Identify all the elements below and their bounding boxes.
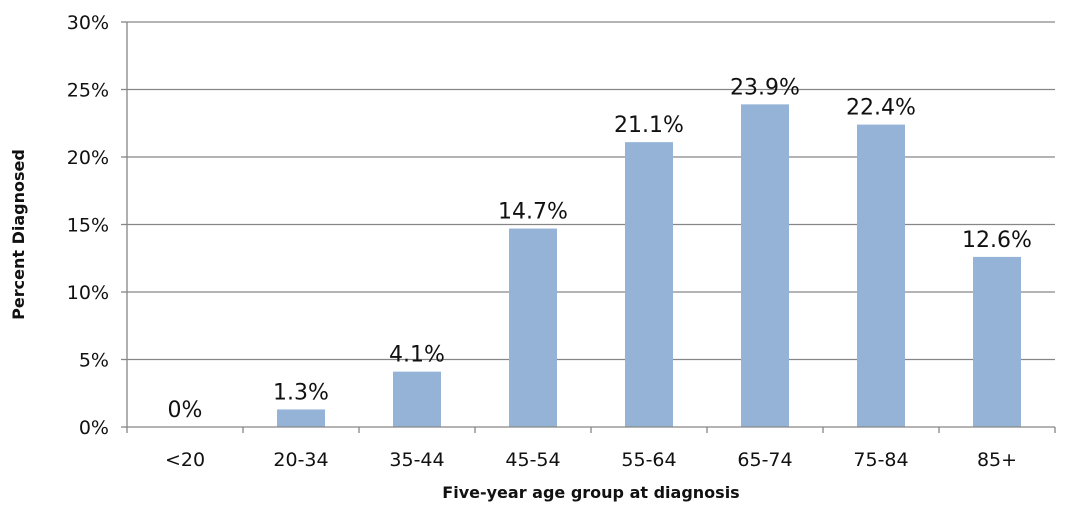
x-tick-label-1: 20-34 bbox=[273, 449, 328, 471]
x-tick-label-6: 75-84 bbox=[853, 449, 908, 471]
data-label-7: 12.6% bbox=[962, 228, 1032, 253]
bar-3 bbox=[509, 228, 557, 427]
bar-1 bbox=[277, 409, 325, 427]
y-tick-label: 15% bbox=[67, 215, 109, 237]
x-tick-label-3: 45-54 bbox=[505, 449, 560, 471]
x-tick-label-7: 85+ bbox=[977, 449, 1017, 471]
y-tick-label: 5% bbox=[79, 350, 109, 372]
y-tick-label: 25% bbox=[67, 80, 109, 102]
bar-7 bbox=[973, 256, 1021, 427]
data-label-2: 4.1% bbox=[389, 343, 445, 368]
bar-2 bbox=[393, 371, 441, 427]
y-tick-labels: 0% 5% 10% 15% 20% 25% 30% bbox=[67, 12, 109, 439]
axes bbox=[121, 21, 1056, 433]
data-label-3: 14.7% bbox=[498, 200, 568, 225]
y-tick-label: 10% bbox=[67, 282, 109, 304]
bars bbox=[277, 104, 1021, 427]
y-axis-title: Percent Diagnosed bbox=[9, 149, 28, 320]
x-tick-label-4: 55-64 bbox=[621, 449, 676, 471]
data-label-4: 21.1% bbox=[614, 113, 684, 138]
x-tick-label-2: 35-44 bbox=[389, 449, 444, 471]
y-tick-label: 20% bbox=[67, 147, 109, 169]
x-tick-label-0: <20 bbox=[165, 449, 205, 471]
data-label-1: 1.3% bbox=[273, 380, 329, 405]
x-tick-label-5: 65-74 bbox=[737, 449, 792, 471]
data-label-5: 23.9% bbox=[730, 75, 800, 100]
x-tick-labels: <20 20-34 35-44 45-54 55-64 65-74 75-84 85+ bbox=[165, 449, 1017, 471]
x-axis-title: Five-year age group at diagnosis bbox=[442, 483, 739, 502]
data-label-0: 0% bbox=[168, 398, 203, 423]
data-label-6: 22.4% bbox=[846, 96, 916, 121]
bar-4 bbox=[625, 142, 673, 427]
y-tick-label: 30% bbox=[67, 12, 109, 34]
gridlines bbox=[127, 21, 1055, 361]
bar-6 bbox=[857, 124, 905, 427]
y-tick-label: 0% bbox=[79, 417, 109, 439]
bar-5 bbox=[741, 104, 789, 427]
data-labels: 0% 1.3% 4.1% 14.7% 21.1% 23.9% 22.4% 12.6% bbox=[168, 75, 1032, 423]
